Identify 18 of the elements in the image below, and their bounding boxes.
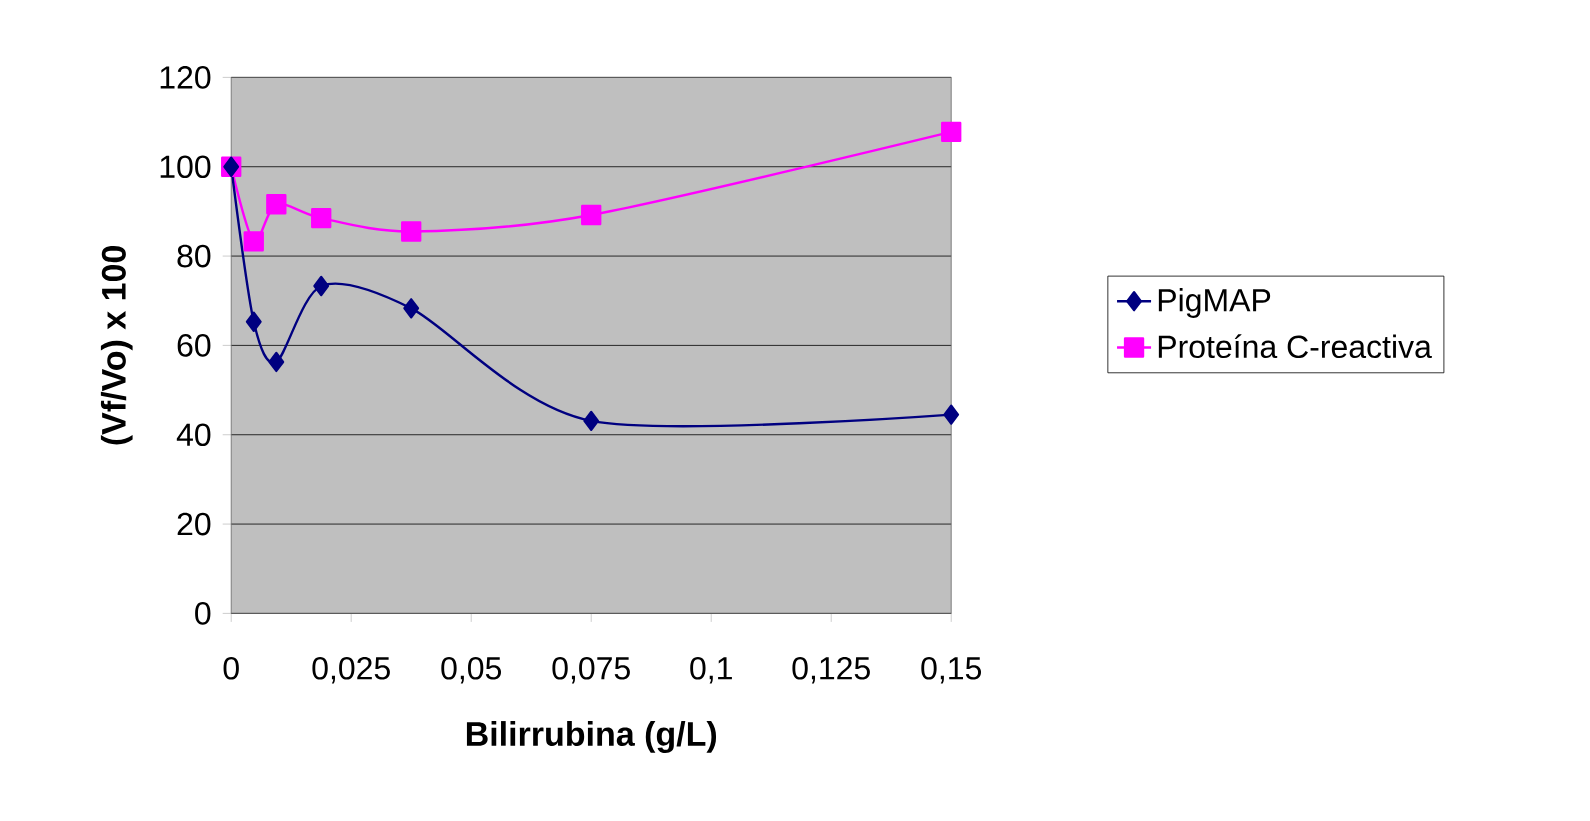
x-tick-label: 0,075 [552,656,630,684]
y-tick-label: 40 [176,423,211,447]
legend-label: PigMAP [1158,288,1271,318]
y-tick-label: 80 [177,244,211,268]
x-axis-title: Bilirrubina (g/L) [466,721,717,753]
x-tick-label: 0 [223,656,239,680]
x-tick-label: 0,15 [921,656,982,684]
y-axis-title: (Vf/Vo) x 100 [100,246,133,445]
legend-label: Proteína C-reactiva [1158,334,1432,359]
x-tick-label: 0,05 [441,656,502,684]
y-tick-label: 100 [160,155,211,179]
y-tick-label: 120 [160,66,211,89]
y-tick-label: 20 [177,512,211,536]
x-tick-label: 0,025 [312,656,390,684]
y-tick-label: 0 [195,602,211,625]
x-tick-label: 0,125 [792,656,870,684]
y-tick-label: 60 [177,334,211,357]
x-tick-label: 0,1 [690,656,732,684]
